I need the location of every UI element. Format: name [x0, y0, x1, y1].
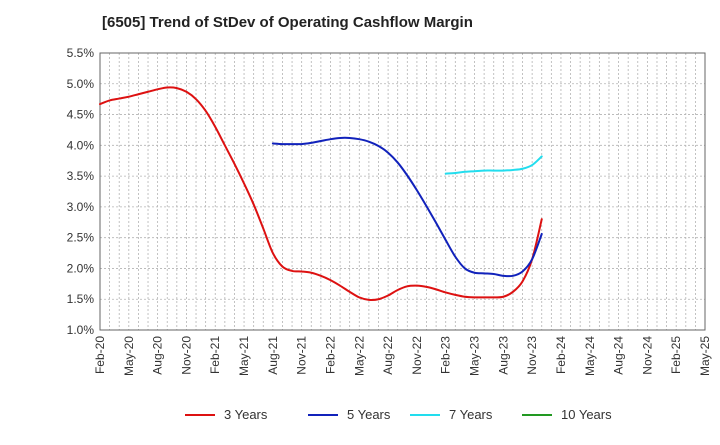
x-tick-label: Aug-20: [151, 336, 165, 375]
legend-label-3-years: 3 Years: [224, 407, 268, 422]
legend-label-7-years: 7 Years: [449, 407, 493, 422]
x-tick-label: Feb-21: [208, 336, 222, 374]
x-tick-label: Nov-23: [525, 336, 539, 375]
x-tick-label: Feb-22: [323, 336, 337, 374]
y-tick-label: 4.0%: [67, 138, 95, 152]
x-tick-label: Aug-22: [381, 336, 395, 375]
x-tick-label: May-24: [583, 336, 597, 376]
chart-title: [6505] Trend of StDev of Operating Cashf…: [102, 14, 473, 31]
y-tick-label: 1.5%: [67, 292, 95, 306]
x-tick-label: Feb-25: [669, 336, 683, 374]
x-tick-label: Nov-21: [295, 336, 309, 375]
y-tick-label: 3.5%: [67, 169, 95, 183]
x-tick-label: Feb-20: [93, 336, 107, 374]
x-tick-label: Feb-24: [554, 336, 568, 374]
y-tick-label: 5.5%: [67, 46, 95, 60]
axis-layer: 1.0% 1.5% 2.0% 2.5% 3.0% 3.5% 4.0% 4.5% 5.0% 5.5%…: [67, 46, 712, 376]
legend: 3 Years 5 Years 7 Years 10 Years: [185, 407, 612, 422]
x-tick-label: May-23: [468, 336, 482, 376]
x-tick-label: Nov-20: [179, 336, 193, 375]
x-tick-label: Feb-23: [439, 336, 453, 374]
grid-layer: [99, 52, 706, 331]
y-tick-label: 3.0%: [67, 200, 95, 214]
legend-label-5-years: 5 Years: [347, 407, 391, 422]
x-tick-label: May-22: [352, 336, 366, 376]
series-line-7-years: [444, 155, 543, 175]
y-tick-label: 5.0%: [67, 77, 95, 91]
x-tick-label: Nov-22: [410, 336, 424, 375]
series-line-3-years: [99, 86, 543, 301]
y-tick-label: 2.0%: [67, 261, 95, 275]
x-tick-label: Aug-21: [266, 336, 280, 375]
x-tick-label: Nov-24: [640, 336, 654, 375]
x-tick-label: May-25: [698, 336, 712, 376]
legend-label-10-years: 10 Years: [561, 407, 612, 422]
y-tick-label: 4.5%: [67, 108, 95, 122]
y-tick-label: 1.0%: [67, 323, 95, 337]
x-tick-label: Aug-24: [612, 336, 626, 375]
x-tick-label: May-21: [237, 336, 251, 376]
plot-frame: [99, 52, 706, 331]
y-tick-label: 2.5%: [67, 231, 95, 245]
x-tick-label: Aug-23: [496, 336, 510, 375]
series-layer: [99, 86, 543, 301]
x-tick-label: May-20: [122, 336, 136, 376]
plot-area: [100, 53, 705, 330]
series-line-5-years: [271, 136, 543, 278]
